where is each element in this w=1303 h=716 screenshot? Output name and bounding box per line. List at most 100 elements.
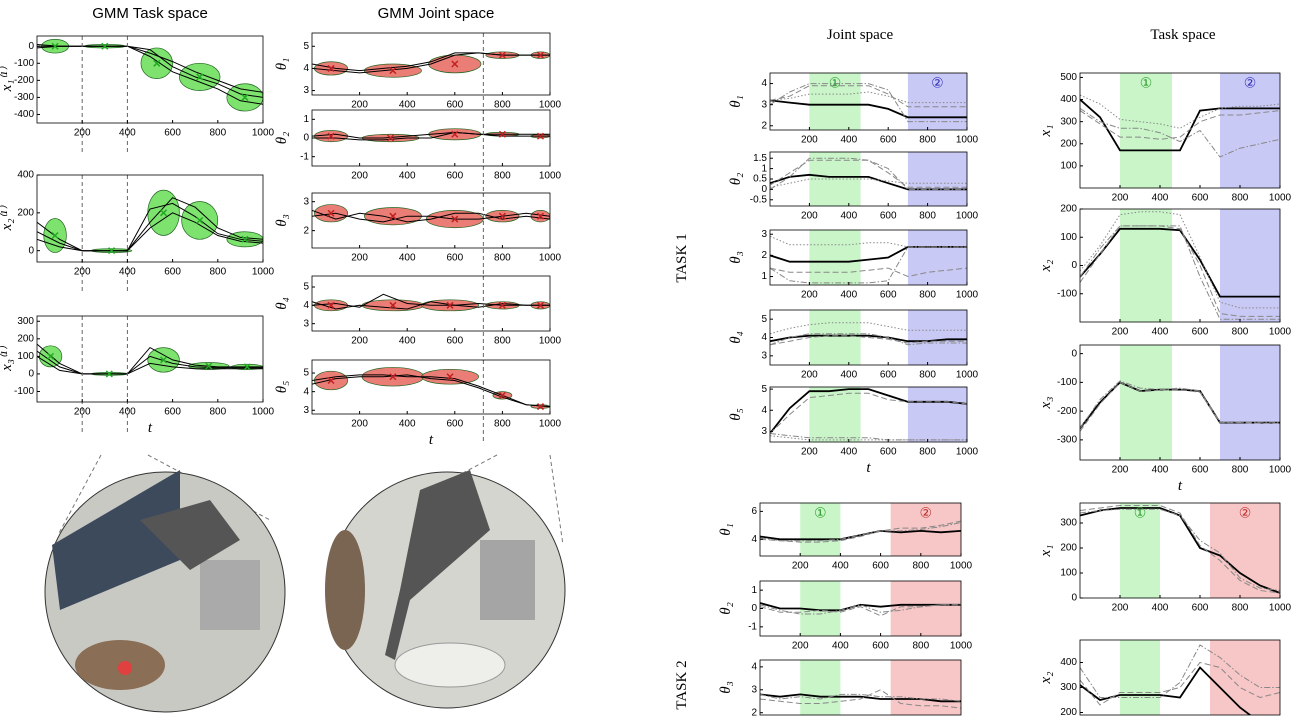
x-tick-label: 1000 <box>252 128 275 139</box>
x-tick-label: 200 <box>351 171 368 182</box>
y-tick-label: 0 <box>751 603 757 614</box>
gaussian-center <box>536 212 545 220</box>
gaussian-center <box>241 93 249 101</box>
phase-band <box>907 387 967 442</box>
x-tick-label: 200 <box>1112 603 1129 614</box>
x-tick-label: 1000 <box>956 447 979 458</box>
gaussian-center <box>498 212 506 220</box>
x-tick-label: 600 <box>880 135 897 146</box>
phase-band <box>1120 503 1160 598</box>
x-axis-label: t <box>148 420 153 436</box>
x-tick-label: 1000 <box>950 641 973 652</box>
series-line <box>1080 380 1280 429</box>
x-tick-label: 400 <box>119 407 136 418</box>
x-tick-label: 800 <box>1232 327 1249 338</box>
y-tick-label: -300 <box>1057 435 1077 446</box>
series-line <box>312 293 550 308</box>
series-line <box>37 197 263 252</box>
x-tick-label: 600 <box>446 336 463 347</box>
series-line <box>770 435 967 441</box>
x-tick-label: 200 <box>74 407 91 418</box>
y-tick-label: 2 <box>761 120 767 131</box>
x-tick-label: 400 <box>399 336 416 347</box>
x-axis-label: t <box>1178 478 1183 494</box>
x-tick-label: 800 <box>209 267 226 278</box>
y-tick-label: 1 <box>751 585 757 596</box>
series-line <box>1080 508 1280 591</box>
x-tick-label: 1000 <box>539 171 562 182</box>
x-tick-label: 800 <box>1232 193 1249 204</box>
plot-area <box>760 660 961 715</box>
y-tick-label: -200 <box>1057 406 1077 417</box>
heading: Joint space <box>827 27 894 43</box>
gaussian-center <box>327 132 335 140</box>
x-tick-label: 1000 <box>539 253 562 264</box>
y-tick-label: -100 <box>1057 377 1077 388</box>
plot-area <box>1080 345 1280 460</box>
series-line <box>770 334 967 343</box>
axes-box <box>759 659 962 716</box>
y-tick-label: 4 <box>761 332 767 343</box>
y-tick-label: 3 <box>761 350 767 361</box>
axes-box <box>311 32 551 96</box>
series-line <box>37 202 263 252</box>
gaussian-center <box>536 132 545 140</box>
x-tick-label: 200 <box>351 100 368 111</box>
band-label: ② <box>931 75 944 91</box>
series-line <box>312 374 550 408</box>
x-tick-label: 200 <box>801 211 818 222</box>
gaussian-center <box>451 130 459 138</box>
x-tick-label: 600 <box>164 267 181 278</box>
y-tick-label: 500 <box>1060 72 1077 83</box>
y-tick-label: 4 <box>751 662 757 673</box>
gaussian-center <box>446 373 454 381</box>
series-line <box>760 693 961 702</box>
gaussian-center <box>327 209 335 217</box>
x-tick-label: 400 <box>399 419 416 430</box>
series-line <box>1080 644 1280 698</box>
x-tick-label: 600 <box>446 100 463 111</box>
series-line <box>1080 110 1280 140</box>
y-tick-label: -100 <box>1057 288 1077 299</box>
y-tick-label: -1 <box>300 151 309 162</box>
y-tick-label: 4 <box>761 78 767 89</box>
y-tick-label: 2 <box>303 225 309 236</box>
x-tick-label: 400 <box>840 447 857 458</box>
band-label: ① <box>1140 75 1153 91</box>
series-line <box>1080 107 1280 158</box>
y-tick-label: 100 <box>1060 568 1077 579</box>
phase-band <box>1220 345 1280 460</box>
series-line <box>760 602 961 612</box>
band-label: ② <box>920 505 933 521</box>
plot-area <box>770 310 967 365</box>
x-tick-label: 1000 <box>956 211 979 222</box>
gaussian-center <box>389 373 397 381</box>
x-tick-label: 800 <box>912 641 929 652</box>
x-tick-label: 200 <box>801 135 818 146</box>
plot-area <box>37 343 263 378</box>
x-tick-label: 600 <box>1192 193 1209 204</box>
axes-box <box>311 275 551 332</box>
gaussian-center <box>536 301 545 309</box>
y-tick-label: 300 <box>1060 682 1077 693</box>
axes-box <box>311 359 551 415</box>
y-axis-label: x₂ <box>1038 260 1054 273</box>
gaussian-center <box>160 209 168 217</box>
gaussian-center <box>498 301 506 309</box>
x-tick-label: 400 <box>1152 465 1169 476</box>
series-line <box>770 91 967 104</box>
plot-area <box>760 581 961 636</box>
series-line <box>37 212 263 252</box>
x-tick-label: 800 <box>494 171 511 182</box>
gaussian-center <box>451 60 459 68</box>
x-tick-label: 1000 <box>956 135 979 146</box>
y-axis-label: x₃⁽¹⁾ <box>0 346 15 372</box>
series-line <box>1080 381 1280 432</box>
gaussian-center <box>241 235 249 243</box>
phase-band <box>907 73 967 130</box>
y-tick-label: 200 <box>1060 138 1077 149</box>
y-tick-label: 300 <box>1060 116 1077 127</box>
heading: GMM Joint space <box>378 5 495 22</box>
y-tick-label: 1 <box>761 163 767 174</box>
y-axis-label: θ₃ <box>718 681 734 694</box>
